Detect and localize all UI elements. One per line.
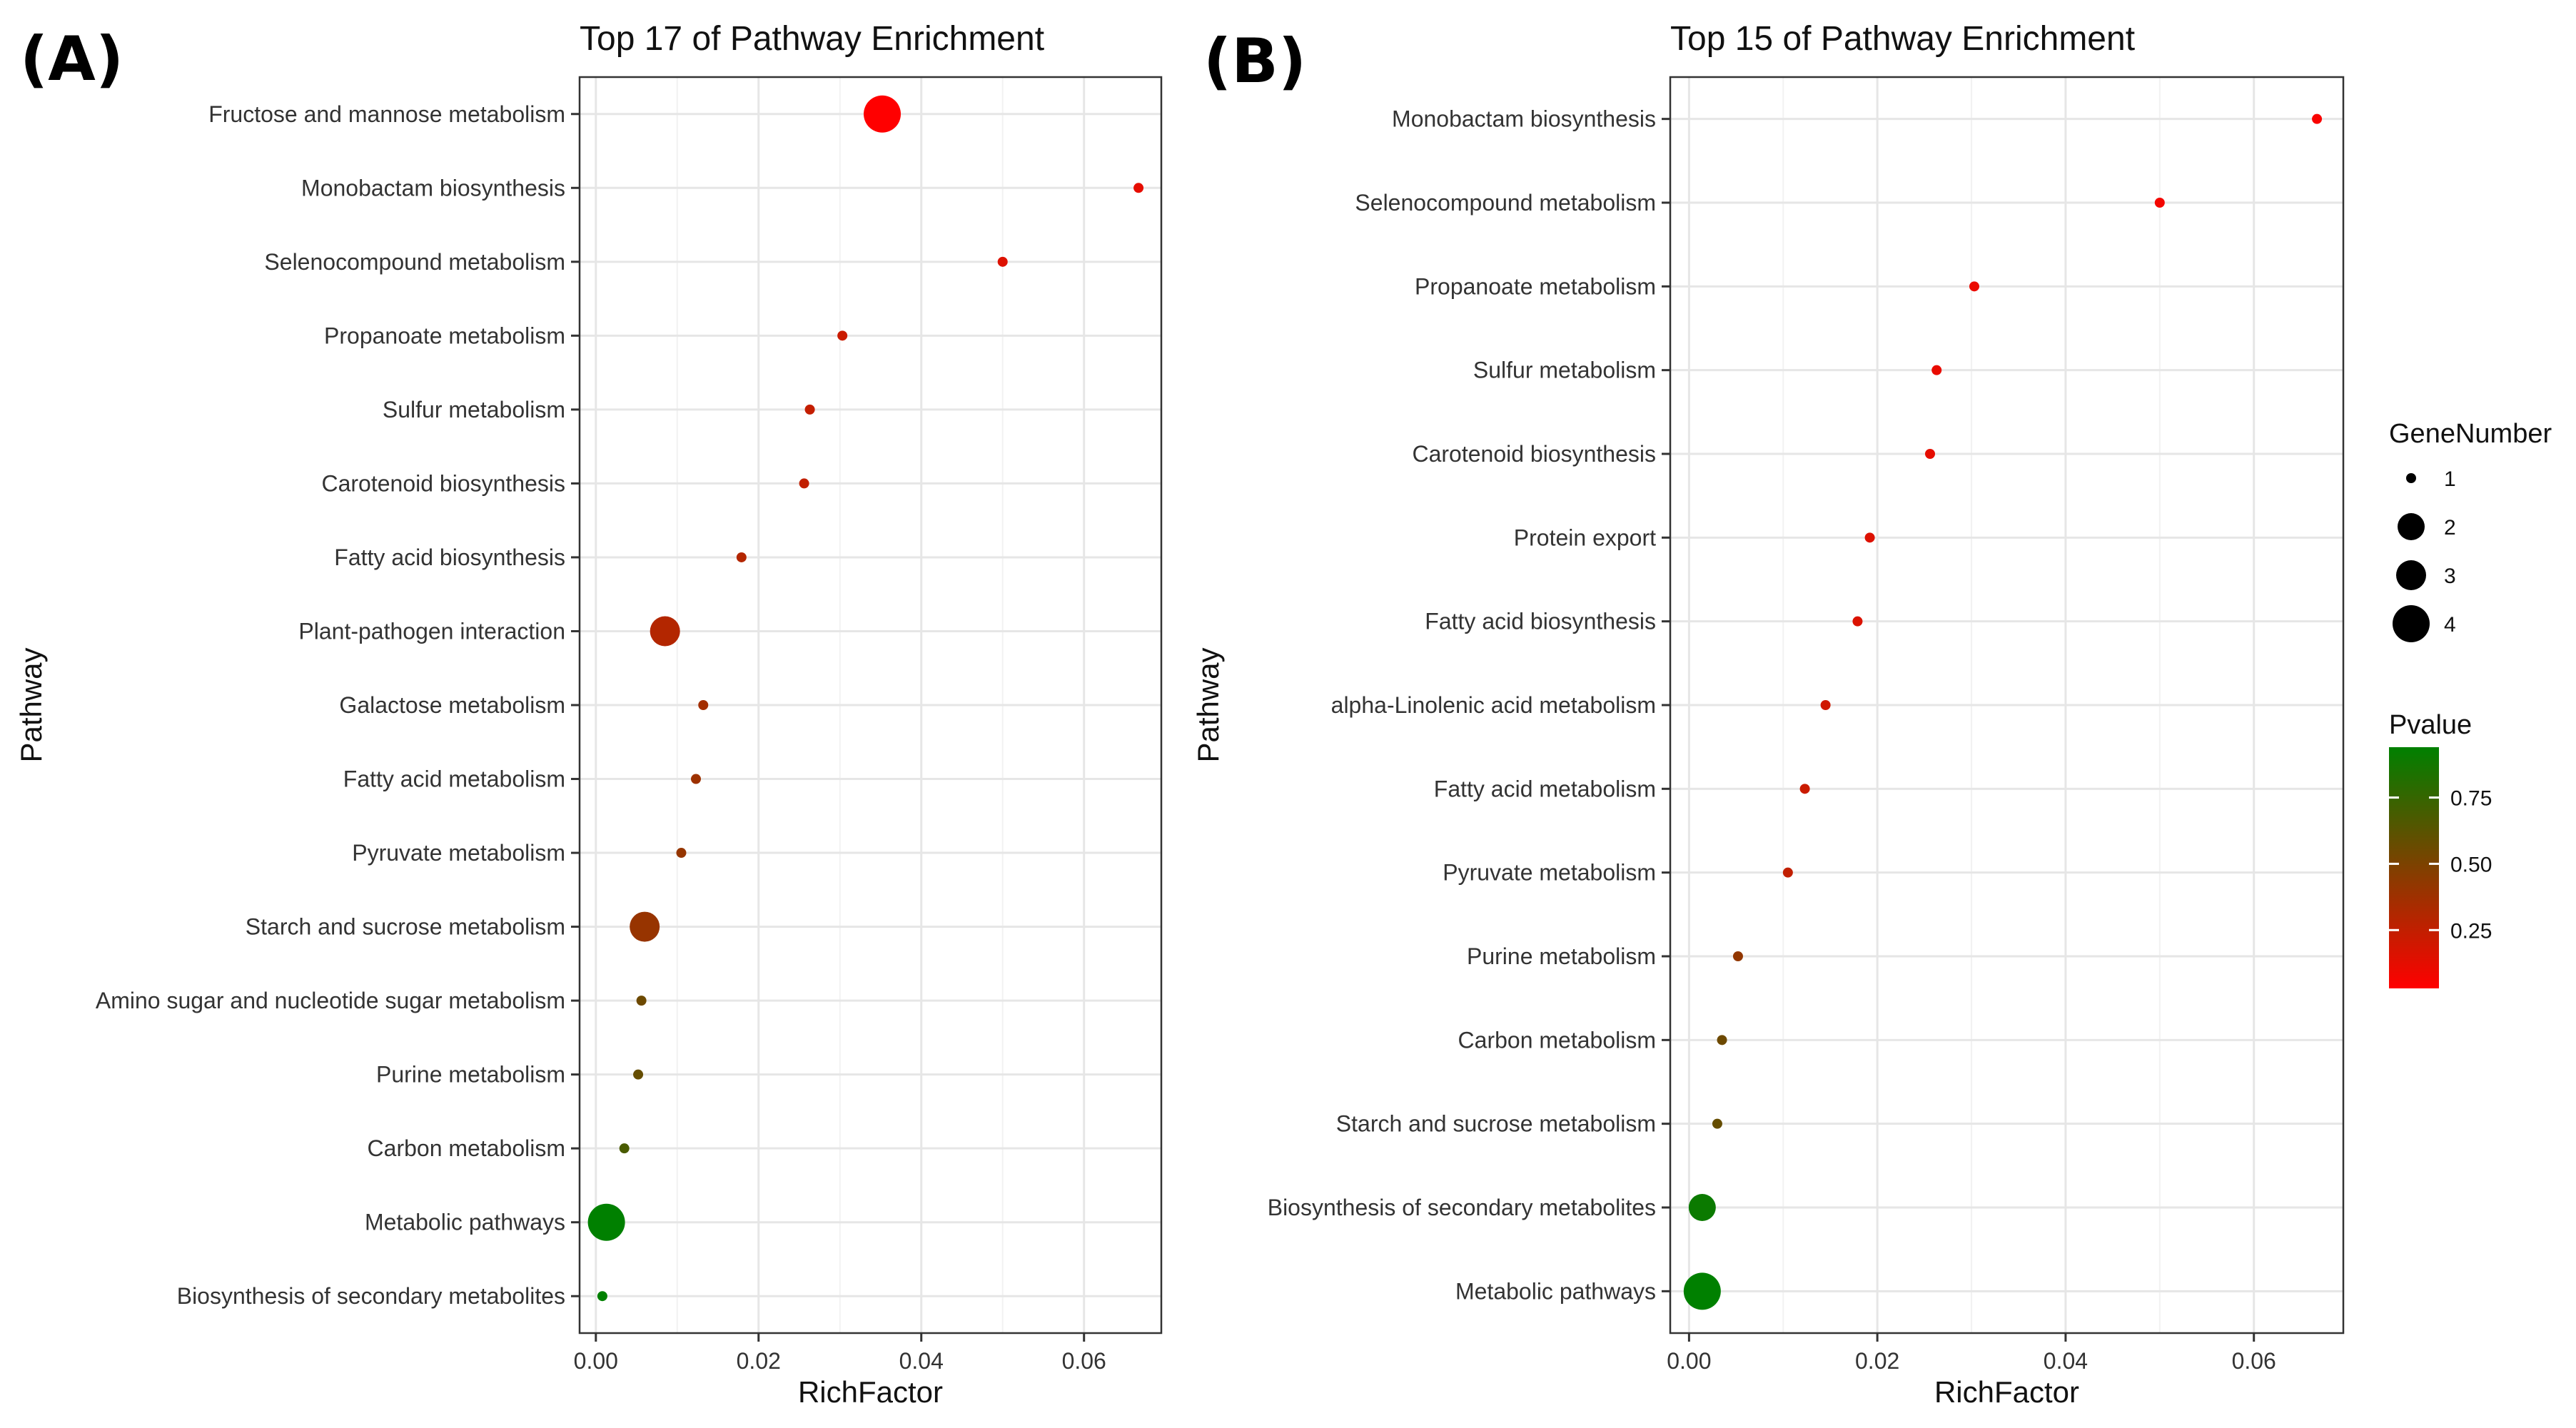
panel-a-label-starch-and-sucrose-metabolism: Starch and sucrose metabolism xyxy=(246,914,565,940)
panel-b-point-selenocompound-metabolism xyxy=(2154,198,2165,208)
panel-b-label-propanoate-metabolism: Propanoate metabolism xyxy=(1415,273,1656,299)
gene-number-legend-label-2: 2 xyxy=(2444,516,2456,540)
panel-a-label-metabolic-pathways: Metabolic pathways xyxy=(365,1210,565,1235)
panel-a-point-metabolic-pathways xyxy=(587,1203,625,1241)
panel-a-point-amino-sugar-and-nucleotide-sugar-metabolism xyxy=(636,996,647,1006)
pvalue-colorbar xyxy=(2389,747,2439,988)
pvalue-colorbar-label-0-75: 0.75 xyxy=(2450,787,2492,811)
panel-b-y-axis-title: Pathway xyxy=(1191,647,1225,762)
gene-number-legend-dot-4 xyxy=(2393,605,2430,642)
panel-a-point-purine-metabolism xyxy=(633,1069,644,1080)
pvalue-colorbar-label-0-50: 0.50 xyxy=(2450,853,2492,876)
panel-b-point-monobactam-biosynthesis xyxy=(2312,113,2323,124)
panel-a-point-monobactam-biosynthesis xyxy=(1133,183,1144,193)
panel-a-label-propanoate-metabolism: Propanoate metabolism xyxy=(324,323,565,348)
panel-a-label: (A) xyxy=(20,24,123,95)
gene-number-legend-dot-1 xyxy=(2406,473,2416,483)
panel-a-point-biosynthesis-of-secondary-metabolites xyxy=(597,1291,607,1302)
panel-a-label-monobactam-biosynthesis: Monobactam biosynthesis xyxy=(301,175,565,201)
legend: GeneNumber 1 2 3 4 Pvalue 0.75 0.50 0.25 xyxy=(2389,419,2552,988)
panel-a-point-carbon-metabolism xyxy=(619,1143,630,1154)
panel-a-point-fructose-and-mannose-metabolism xyxy=(864,95,901,133)
panel-b-point-alpha-linolenic-acid-metabolism xyxy=(1820,700,1831,710)
panel-a-point-starch-and-sucrose-metabolism xyxy=(630,911,660,942)
panel-b-label-alpha-linolenic-acid-metabolism: alpha-Linolenic acid metabolism xyxy=(1331,692,1656,718)
panel-b-x-tick-label: 0.04 xyxy=(2044,1348,2088,1374)
panel-b-point-pyruvate-metabolism xyxy=(1782,867,1793,878)
panel-b-label-biosynthesis-of-secondary-metabolites: Biosynthesis of secondary metabolites xyxy=(1268,1195,1656,1220)
panel-a-point-sulfur-metabolism xyxy=(804,404,815,415)
panel-a-x-axis-title: RichFactor xyxy=(798,1375,943,1409)
panel-b-label-fatty-acid-biosynthesis: Fatty acid biosynthesis xyxy=(1425,609,1656,634)
panel-a-label-purine-metabolism: Purine metabolism xyxy=(376,1062,565,1088)
panel-b-point-starch-and-sucrose-metabolism xyxy=(1712,1118,1722,1129)
panel-b-label-monobactam-biosynthesis: Monobactam biosynthesis xyxy=(1392,106,1656,132)
panel-b: (B) Top 15 of Pathway Enrichment 0.00 0.02 0… xyxy=(1191,20,2345,1409)
pvalue-colorbar-label-0-25: 0.25 xyxy=(2450,919,2492,943)
panel-b-label-selenocompound-metabolism: Selenocompound metabolism xyxy=(1355,190,1656,216)
panel-b-label-purine-metabolism: Purine metabolism xyxy=(1467,943,1656,969)
gene-number-legend-dot-2 xyxy=(2398,513,2425,540)
panel-b-point-metabolic-pathways xyxy=(1683,1272,1721,1310)
panel-a-point-propanoate-metabolism xyxy=(837,330,848,341)
panel-a-label-fatty-acid-metabolism: Fatty acid metabolism xyxy=(343,766,565,792)
panel-a-label-amino-sugar-and-nucleotide-sugar-metabolism: Amino sugar and nucleotide sugar metabol… xyxy=(96,988,565,1013)
panel-b-label-protein-export: Protein export xyxy=(1514,525,1656,550)
panel-a-label-biosynthesis-of-secondary-metabolites: Biosynthesis of secondary metabolites xyxy=(177,1283,565,1309)
panel-b-point-fatty-acid-metabolism xyxy=(1799,784,1810,794)
panel-a-point-carotenoid-biosynthesis xyxy=(799,478,809,489)
gene-number-legend-dot-3 xyxy=(2396,560,2426,590)
panel-a-point-selenocompound-metabolism xyxy=(997,256,1008,267)
panel-a-label-carotenoid-biosynthesis: Carotenoid biosynthesis xyxy=(321,470,565,496)
panel-a-x-tick-label: 0.06 xyxy=(1062,1348,1106,1374)
gene-number-legend-label-4: 4 xyxy=(2444,613,2456,637)
panel-a-point-fatty-acid-biosynthesis xyxy=(736,552,747,562)
panel-b-point-protein-export xyxy=(1864,532,1875,543)
panel-a-point-pyruvate-metabolism xyxy=(676,848,687,859)
panel-a-label-plant-pathogen-interaction: Plant-pathogen interaction xyxy=(298,618,565,644)
panel-b-label: (B) xyxy=(1203,26,1306,97)
panel-a-y-axis-title: Pathway xyxy=(14,647,48,762)
panel-b-point-fatty-acid-biosynthesis xyxy=(1852,616,1863,627)
panel-b-x-tick-label: 0.00 xyxy=(1667,1348,1711,1374)
gene-number-legend-label-1: 1 xyxy=(2444,467,2456,491)
panel-b-point-carotenoid-biosynthesis xyxy=(1925,449,1936,459)
panel-b-label-pyruvate-metabolism: Pyruvate metabolism xyxy=(1443,860,1656,886)
panel-a-point-galactose-metabolism xyxy=(698,700,709,710)
panel-b-label-starch-and-sucrose-metabolism: Starch and sucrose metabolism xyxy=(1336,1111,1656,1137)
gene-number-legend-label-3: 3 xyxy=(2444,564,2456,588)
panel-b-label-fatty-acid-metabolism: Fatty acid metabolism xyxy=(1434,776,1656,801)
panel-a-label-fatty-acid-biosynthesis: Fatty acid biosynthesis xyxy=(334,545,565,570)
panel-a-point-fatty-acid-metabolism xyxy=(691,774,701,784)
panel-a-label-carbon-metabolism: Carbon metabolism xyxy=(368,1135,565,1161)
panel-b-label-carbon-metabolism: Carbon metabolism xyxy=(1458,1027,1656,1053)
panel-a-x-tick-label: 0.00 xyxy=(574,1348,618,1374)
pvalue-legend-title: Pvalue xyxy=(2389,710,2472,740)
panel-a-label-sulfur-metabolism: Sulfur metabolism xyxy=(383,397,565,422)
panel-b-x-tick-label: 0.06 xyxy=(2232,1348,2276,1374)
panel-a-point-plant-pathogen-interaction xyxy=(650,616,680,647)
panel-b-point-propanoate-metabolism xyxy=(1969,281,1979,292)
panel-b-point-carbon-metabolism xyxy=(1717,1035,1727,1045)
panel-a-x-tick-label: 0.02 xyxy=(737,1348,781,1374)
panel-a-title: Top 17 of Pathway Enrichment xyxy=(580,20,1044,58)
panel-b-label-carotenoid-biosynthesis: Carotenoid biosynthesis xyxy=(1412,441,1656,467)
panel-a-x-tick-label: 0.04 xyxy=(899,1348,944,1374)
panel-b-point-sulfur-metabolism xyxy=(1931,365,1942,375)
panel-b-point-biosynthesis-of-secondary-metabolites xyxy=(1688,1194,1716,1221)
gene-number-legend-title: GeneNumber xyxy=(2389,419,2552,449)
panel-b-label-metabolic-pathways: Metabolic pathways xyxy=(1455,1278,1656,1304)
panel-a-label-selenocompound-metabolism: Selenocompound metabolism xyxy=(264,249,565,275)
panel-b-point-purine-metabolism xyxy=(1732,951,1743,961)
panel-a-label-pyruvate-metabolism: Pyruvate metabolism xyxy=(352,840,565,866)
panel-b-title: Top 15 of Pathway Enrichment xyxy=(1670,20,2135,58)
panel-b-x-tick-label: 0.02 xyxy=(1855,1348,1899,1374)
panel-a-label-fructose-and-mannose-metabolism: Fructose and mannose metabolism xyxy=(208,101,565,127)
panel-b-label-sulfur-metabolism: Sulfur metabolism xyxy=(1473,358,1656,383)
panel-a: (A) Top 17 of Pathway Enrichment 0.00 0.02 0… xyxy=(14,20,1163,1409)
panel-b-x-axis-title: RichFactor xyxy=(1934,1375,2079,1409)
panel-a-label-galactose-metabolism: Galactose metabolism xyxy=(339,692,565,718)
